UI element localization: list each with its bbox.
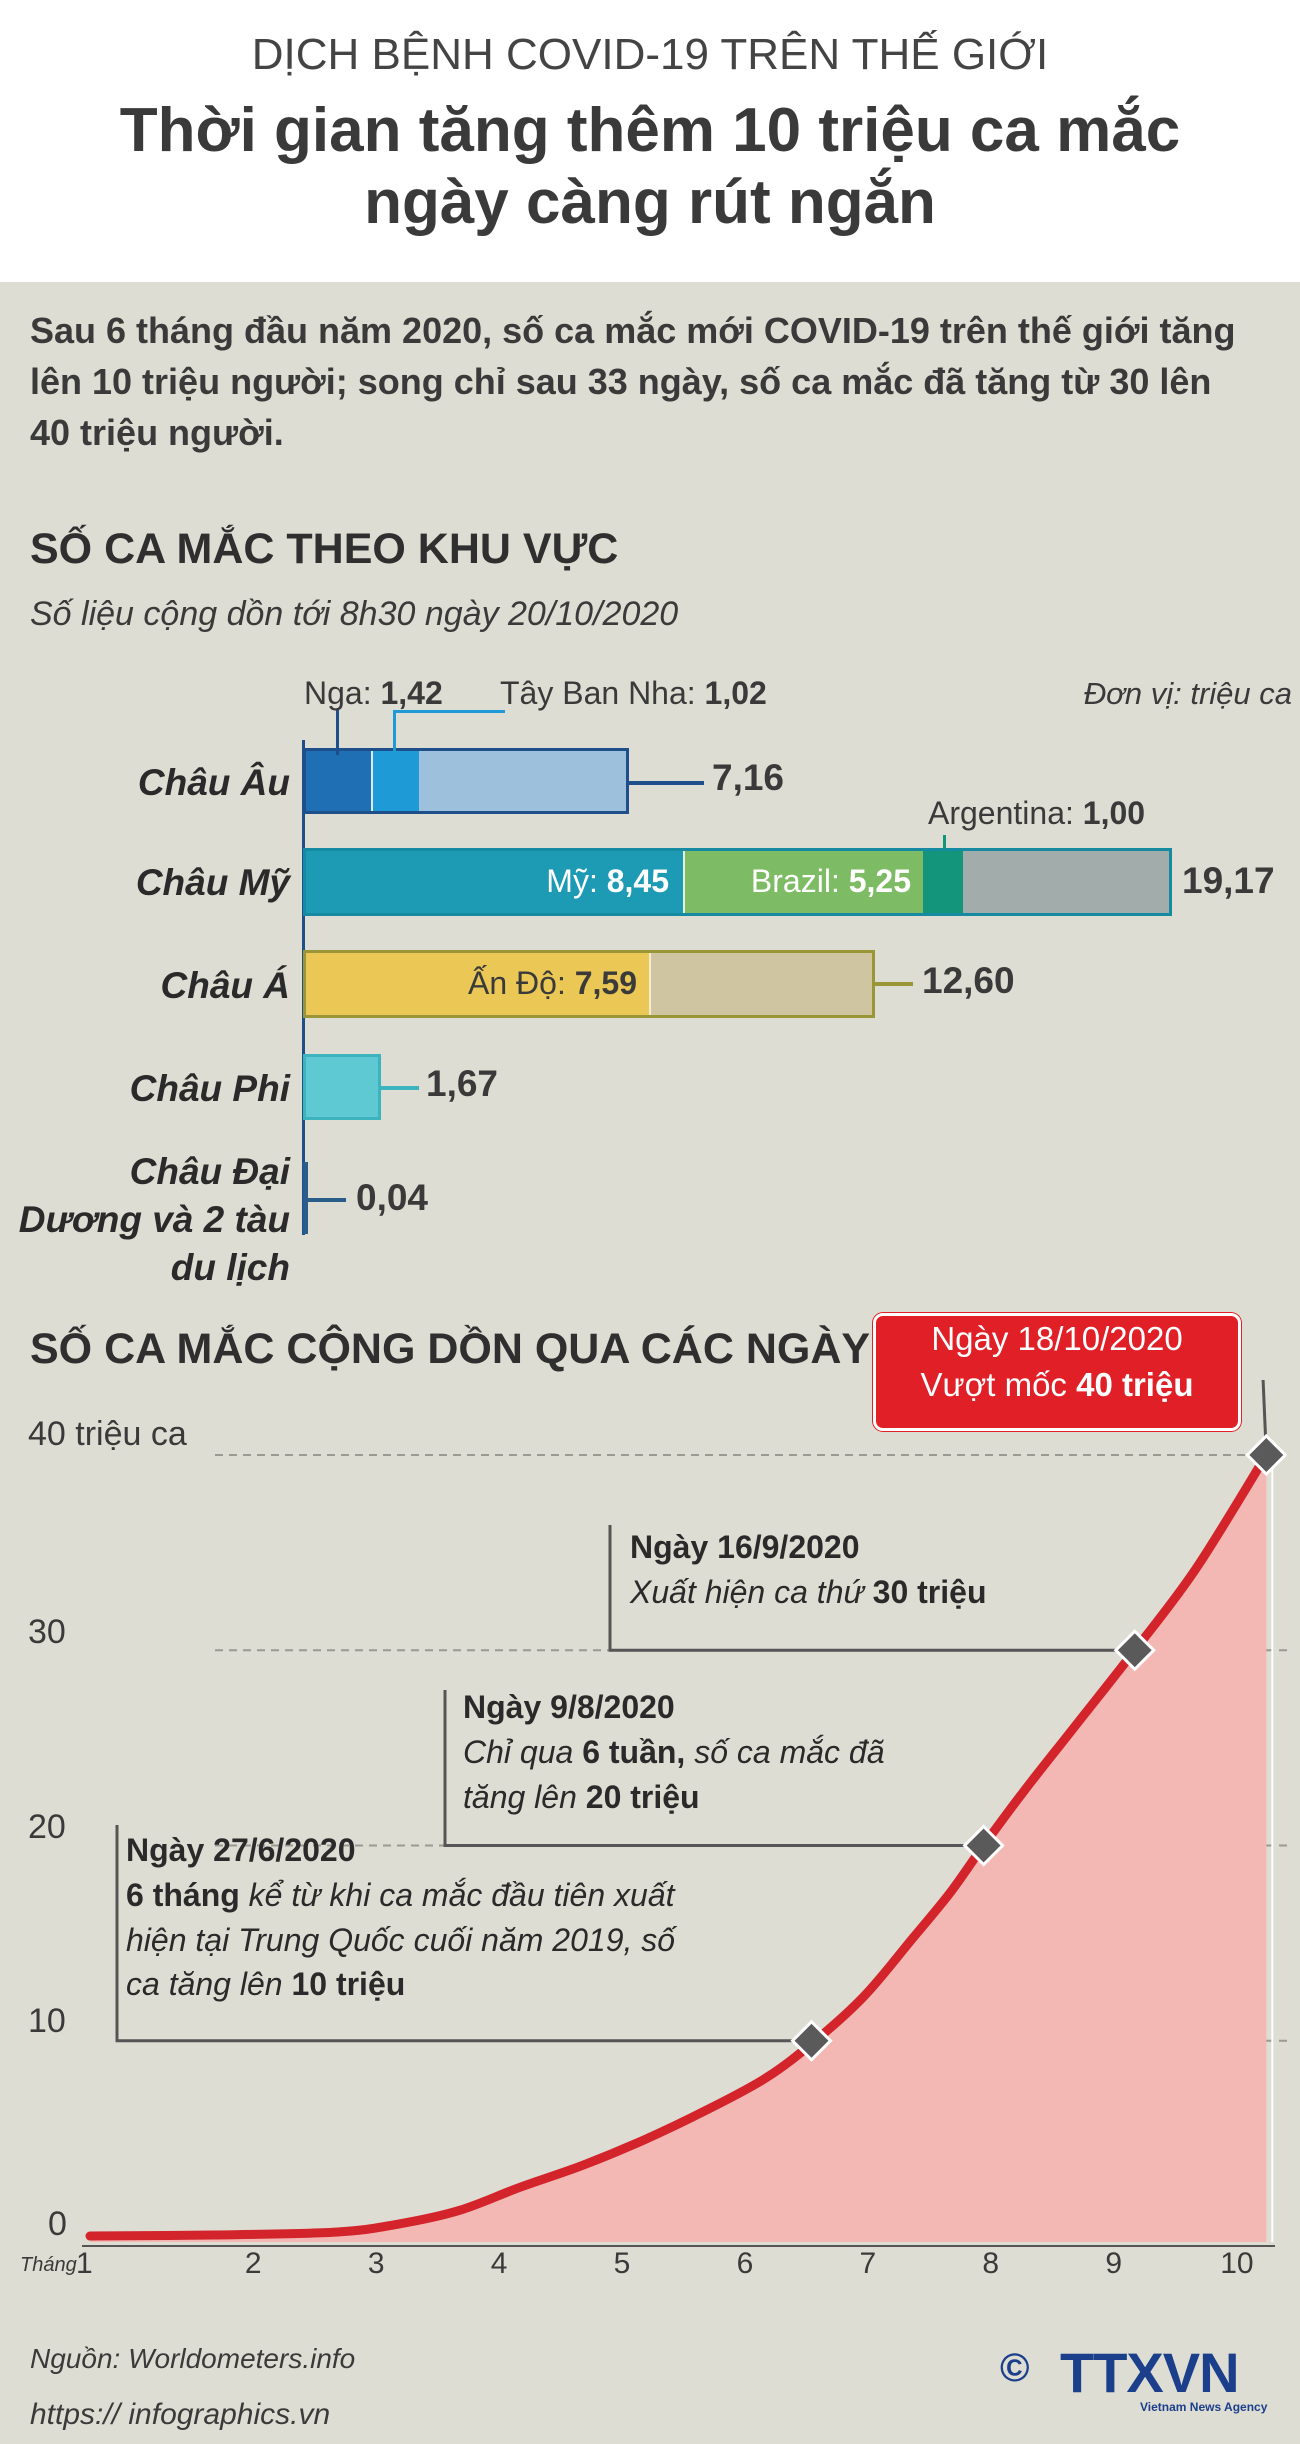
milestone-annotation-4: Ngày 18/10/2020 Vượt mốc 40 triệu [873,1313,1241,1431]
title-line-2: ngày càng rút ngắn [364,167,936,237]
cumulative-area-chart [82,1380,1290,2247]
source-label: Nguồn: Worldometers.info [30,2343,356,2374]
milestone-1-date: Ngày 27/6/2020 [126,1832,356,1868]
brazil-label: Brazil: 5,25 [750,863,911,899]
y-tick-20: 20 [28,1808,66,1846]
category-label-americas: Châu Mỹ [135,862,290,903]
argentina-callout-line [943,835,946,850]
milestone-leader-4 [1261,1380,1268,1456]
bar-asia: Ấn Độ: 7,59 [303,950,875,1018]
milestone-4-date: Ngày 18/10/2020 [931,1320,1183,1357]
segment-russia [306,751,371,811]
category-label-europe: Châu Âu [137,762,290,803]
milestone-3-pre: Xuất hiện ca thứ [630,1573,873,1610]
x-tick-10: 10 [1220,2247,1254,2280]
milestone-leader-3 [608,1525,1135,1652]
ttxvn-logo: © TTXVN Vietnam News Agency [1000,2340,1290,2414]
segment-india: Ấn Độ: 7,59 [306,953,649,1015]
milestone-2-note: số ca mắc đã tăng lên [463,1733,885,1815]
page-title: Thời gian tăng thêm 10 triệu ca mắc ngày… [0,95,1300,239]
x-tick-3: 3 [367,2247,385,2280]
intro-text: Sau 6 tháng đầu năm 2020, số ca mắc mới … [30,310,1236,454]
argentina-label: Argentina: 1,00 [928,795,1146,831]
bar-africa-leader [381,1086,419,1090]
logo-subtext: Vietnam News Agency [1140,2400,1268,2414]
x-tick-9: 9 [1105,2247,1123,2280]
russia-callout-line [336,710,339,755]
y-tick-40: 40 triệu ca [28,1415,187,1453]
series-line [85,1450,1271,2241]
category-label-africa: Châu Phi [129,1068,290,1109]
bar-europe-leader [629,781,704,785]
area-fill [90,1455,1267,2242]
header: DỊCH BỆNH COVID-19 TRÊN THẾ GIỚI Thời gi… [0,0,1300,282]
x-axis-label: Tháng [20,2254,77,2276]
milestone-marker-2 [962,1824,1005,1867]
x-tick-4: 4 [490,2247,508,2280]
total-americas: 19,17 [1182,860,1275,901]
spain-label: Tây Ban Nha: 1,02 [500,675,767,711]
x-tick-1: 1 [76,2247,93,2280]
usa-label: Mỹ: 8,45 [546,863,669,899]
x-tick-6: 6 [736,2247,754,2280]
milestone-2-pre: Chỉ qua [463,1733,583,1770]
region-section-title: SỐ CA MẮC THEO KHU VỰC [30,525,619,573]
supertitle: DỊCH BỆNH COVID-19 TRÊN THẾ GIỚI [251,30,1049,79]
x-tick-8: 8 [982,2247,1000,2280]
bar-oceania-leader [308,1198,346,1202]
x-tick-2: 2 [244,2247,262,2280]
segment-asia-other [649,953,872,1015]
milestone-2-date: Ngày 9/8/2020 [463,1689,675,1725]
milestone-marker-1 [790,2019,833,2062]
logo-text: TTXVN [1060,2341,1240,2404]
title-line-1: Thời gian tăng thêm 10 triệu ca mắc [119,96,1181,165]
total-africa: 1,67 [426,1063,499,1104]
x-tick-7: 7 [859,2247,877,2280]
unit-label: Đơn vị: triệu ca [1083,676,1292,711]
y-tick-0: 0 [48,2205,67,2243]
milestone-annotation-3: Ngày 16/9/2020 Xuất hiện ca thứ 30 triệu [630,1525,1130,1615]
milestone-4-note: Vượt mốc 40 triệu [920,1365,1194,1403]
bar-europe [303,748,629,814]
y-tick-30: 30 [28,1613,66,1651]
footer-url[interactable]: https:// infographics.vn [30,2398,331,2431]
milestone-leader-1 [115,1825,812,2043]
segment-usa: Mỹ: 8,45 [306,851,683,913]
category-label-oceania: Châu Đại Dương và 2 tàu du lịch [18,1151,290,1289]
bar-oceania [303,1162,308,1234]
russia-label: Nga: 1,42 [304,675,443,711]
y-tick-10: 10 [28,2002,66,2040]
segment-americas-other [963,851,1169,913]
bar-americas: Mỹ: 8,45 Brazil: 5,25 [303,848,1172,916]
region-section-subtitle: Số liệu cộng dồn tới 8h30 ngày 20/10/202… [30,595,679,633]
copyright-icon: © [1000,2346,1030,2390]
milestone-1-bold2: 10 triệu [291,1966,406,2003]
milestone-2-bold1: 6 tuần, [582,1733,686,1770]
total-europe: 7,16 [712,757,785,798]
segment-argentina [923,851,963,913]
milestone-1-note: kể từ khi ca mắc đầu tiên xuất hiện tại … [126,1876,676,2003]
india-label: Ấn Độ: 7,59 [468,965,637,1001]
category-label-asia: Châu Á [160,965,291,1006]
milestone-marker-4 [1245,1433,1288,1477]
total-asia: 12,60 [922,960,1015,1001]
x-tick-5: 5 [613,2247,631,2280]
spain-callout-h [393,710,505,713]
milestone-annotation-1: Ngày 27/6/2020 6 tháng kể từ khi ca mắc … [126,1828,686,2007]
timeline-section-title: SỐ CA MẮC CỘNG DỒN QUA CÁC NGÀY [30,1325,871,1373]
milestone-annotation-2: Ngày 9/8/2020 Chỉ qua 6 tuần, số ca mắc … [463,1685,893,1819]
bar-asia-leader [875,982,913,986]
total-oceania: 0,04 [356,1177,429,1218]
milestone-marker-3 [1113,1629,1156,1672]
segment-europe-other [419,751,626,811]
milestone-3-bold1: 30 triệu [872,1573,987,1610]
segment-brazil: Brazil: 5,25 [683,851,923,913]
milestone-1-bold1: 6 tháng [126,1876,240,1913]
milestone-leader-2 [443,1690,984,1847]
milestone-2-bold2: 20 triệu [585,1778,700,1815]
bar-africa [303,1054,381,1120]
spain-callout-line [393,710,396,765]
milestone-3-date: Ngày 16/9/2020 [630,1529,860,1565]
